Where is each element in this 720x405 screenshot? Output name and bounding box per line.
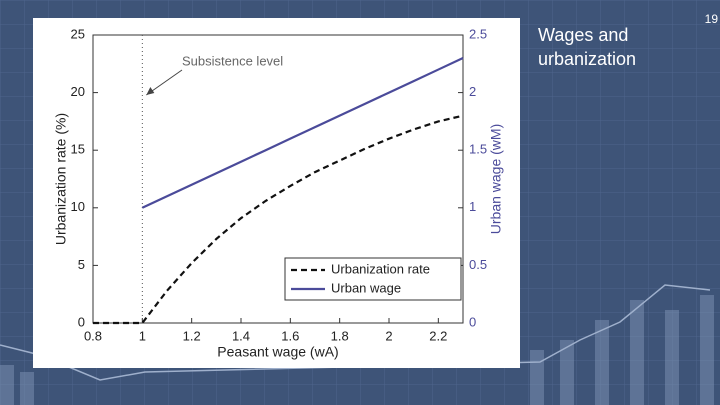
background-bars xyxy=(0,295,714,405)
x-tick-label: 1.6 xyxy=(281,328,299,343)
y2-tick-label: 0.5 xyxy=(469,257,487,272)
arrow-head xyxy=(146,87,155,95)
y-tick-label: 25 xyxy=(71,26,85,41)
x-axis-label: Peasant wage (wA) xyxy=(217,344,338,360)
y-tick-label: 15 xyxy=(71,142,85,157)
y2-tick-label: 1.5 xyxy=(469,142,487,157)
x-tick-label: 2 xyxy=(385,328,392,343)
plot-frame xyxy=(92,34,464,324)
slide-title: Wages and urbanization xyxy=(538,25,636,69)
x-tick-label: 1.8 xyxy=(331,328,349,343)
y2-tick-label: 2 xyxy=(469,84,476,99)
legend-label: Urban wage xyxy=(331,280,401,295)
y2-tick-label: 0 xyxy=(469,314,476,329)
y-tick-label: 5 xyxy=(78,257,85,272)
x-tick-label: 1 xyxy=(139,328,146,343)
y2-tick-label: 1 xyxy=(469,199,476,214)
y2-tick-label: 2.5 xyxy=(469,26,487,41)
legend-label: Urbanization rate xyxy=(331,261,430,276)
series-line xyxy=(141,57,464,209)
x-tick-label: 1.4 xyxy=(232,328,250,343)
y-tick-label: 20 xyxy=(71,84,85,99)
page-number: 19 xyxy=(705,12,719,26)
y2-axis-label: Urban wage (wM) xyxy=(488,124,504,234)
y-axis-label: Urbanization rate (%) xyxy=(53,113,69,245)
chart-panel xyxy=(33,18,520,368)
series-line xyxy=(93,114,464,325)
x-tick-label: 1.2 xyxy=(183,328,201,343)
legend-box xyxy=(284,257,462,301)
x-tick-label: 0.8 xyxy=(84,328,102,343)
y-tick-label: 10 xyxy=(71,199,85,214)
annotation-text: Subsistence level xyxy=(182,53,283,68)
y-tick-label: 0 xyxy=(78,314,85,329)
x-tick-label: 2.2 xyxy=(429,328,447,343)
